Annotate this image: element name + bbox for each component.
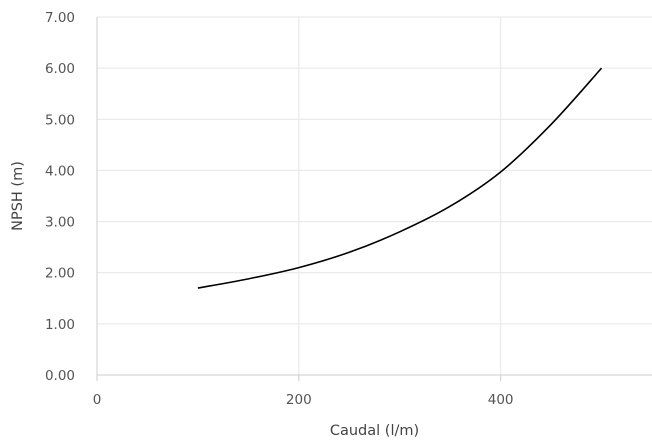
- x-axis-ticks: 0 200 400: [93, 375, 514, 408]
- y-tick-label: 7.00: [45, 10, 75, 26]
- y-tick-label: 2.00: [45, 266, 75, 282]
- x-tick-label: 200: [286, 392, 312, 408]
- y-tick-label: 0.00: [45, 368, 75, 384]
- grid-lines: [97, 16, 652, 375]
- y-tick-label: 5.00: [45, 112, 75, 128]
- plot-area: [197, 67, 603, 289]
- y-tick-label: 3.00: [45, 215, 75, 231]
- y-axis-label: NPSH (m): [10, 161, 26, 231]
- y-tick-label: 4.00: [45, 163, 75, 179]
- x-tick-label: 0: [93, 392, 102, 408]
- y-axis-ticks: 0.00 1.00 2.00 3.00 4.00 5.00 6.00 7.00: [45, 10, 75, 384]
- x-axis-label: Caudal (l/m): [330, 423, 419, 439]
- axes: [96, 17, 652, 376]
- x-tick-label: 400: [488, 392, 514, 408]
- y-tick-label: 6.00: [45, 61, 75, 77]
- y-tick-label: 1.00: [45, 317, 75, 333]
- npsh-series-line: [197, 67, 603, 289]
